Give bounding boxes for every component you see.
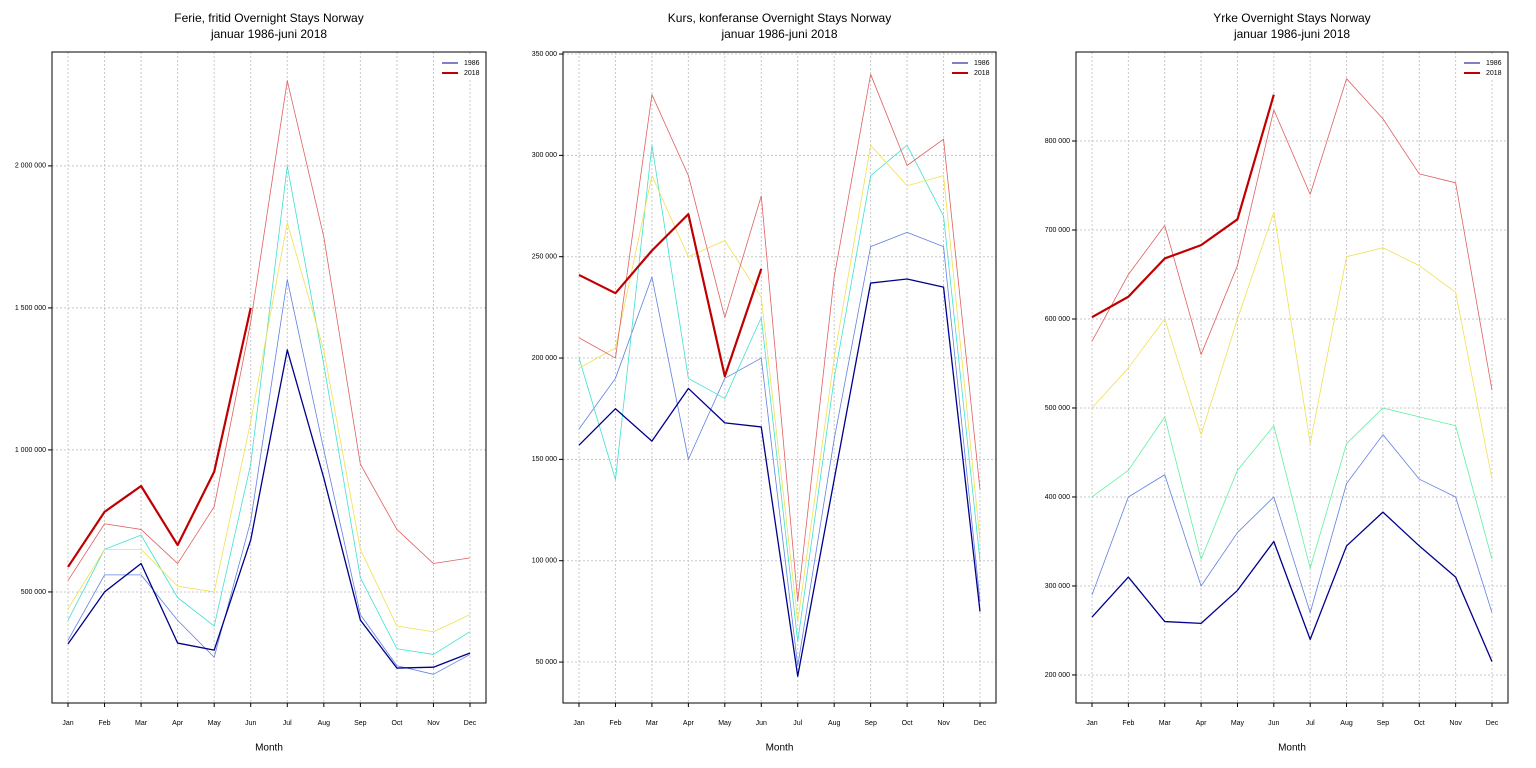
x-tick-label: May bbox=[208, 720, 222, 727]
y-tick-label: 1 500 000 bbox=[15, 305, 46, 312]
x-axis-label: Month bbox=[255, 743, 283, 754]
x-tick-label: Mar bbox=[646, 720, 659, 727]
chart-subtitle: januar 1986-juni 2018 bbox=[210, 27, 327, 41]
series-line bbox=[67, 165, 471, 655]
y-tick-label: 350 000 bbox=[532, 51, 557, 58]
x-axis-label: Month bbox=[1278, 743, 1306, 754]
x-tick-label: Feb bbox=[609, 720, 621, 727]
legend-label: 2018 bbox=[974, 70, 990, 77]
series-line bbox=[578, 144, 981, 622]
series-line bbox=[67, 349, 471, 669]
legend-label: 1986 bbox=[1486, 60, 1502, 67]
x-tick-label: Sep bbox=[864, 720, 877, 727]
x-tick-label: Sep bbox=[354, 720, 367, 727]
y-tick-label: 600 000 bbox=[1045, 316, 1070, 323]
y-tick-label: 700 000 bbox=[1045, 227, 1070, 234]
chart-title: Ferie, fritid Overnight Stays Norway bbox=[174, 11, 363, 25]
x-tick-label: May bbox=[718, 720, 732, 727]
x-tick-label: Oct bbox=[902, 720, 913, 727]
y-tick-label: 100 000 bbox=[532, 558, 557, 565]
series-line bbox=[1091, 407, 1493, 569]
legend-box bbox=[950, 56, 994, 80]
y-tick-label: 1 000 000 bbox=[15, 447, 46, 454]
legend-label: 2018 bbox=[464, 70, 480, 77]
x-tick-label: Nov bbox=[937, 720, 950, 727]
x-tick-label: Jan bbox=[573, 720, 584, 727]
y-tick-label: 250 000 bbox=[532, 254, 557, 261]
x-tick-label: Jun bbox=[1268, 720, 1279, 727]
y-tick-label: 300 000 bbox=[1045, 583, 1070, 590]
y-tick-label: 150 000 bbox=[532, 456, 557, 463]
legend-box bbox=[440, 56, 484, 80]
chart-title: Yrke Overnight Stays Norway bbox=[1213, 11, 1370, 25]
x-tick-label: Dec bbox=[464, 720, 477, 727]
series-line bbox=[67, 222, 471, 633]
series-line bbox=[578, 213, 763, 378]
x-tick-label: Jan bbox=[1086, 720, 1097, 727]
x-tick-label: Oct bbox=[1414, 720, 1425, 727]
y-tick-label: 300 000 bbox=[532, 152, 557, 159]
x-tick-label: Nov bbox=[427, 720, 440, 727]
x-tick-label: Mar bbox=[135, 720, 148, 727]
chart-subtitle: januar 1986-juni 2018 bbox=[1233, 27, 1350, 41]
y-tick-label: 200 000 bbox=[1045, 672, 1070, 679]
y-tick-label: 2 000 000 bbox=[15, 163, 46, 170]
x-tick-label: Feb bbox=[99, 720, 111, 727]
x-tick-label: Jul bbox=[283, 720, 292, 727]
legend-box bbox=[1462, 56, 1506, 80]
x-tick-label: Feb bbox=[1122, 720, 1134, 727]
series-line bbox=[578, 278, 981, 677]
plot-frame bbox=[562, 51, 997, 704]
series-line bbox=[67, 307, 252, 568]
x-tick-label: Sep bbox=[1377, 720, 1390, 727]
x-tick-label: Jan bbox=[62, 720, 73, 727]
y-tick-label: 200 000 bbox=[532, 355, 557, 362]
plot-frame bbox=[51, 51, 487, 704]
series-line bbox=[578, 144, 981, 643]
legend-label: 1986 bbox=[464, 60, 480, 67]
y-tick-label: 800 000 bbox=[1045, 138, 1070, 145]
x-tick-label: Jul bbox=[793, 720, 802, 727]
y-tick-label: 50 000 bbox=[536, 659, 558, 666]
series-line bbox=[1091, 94, 1275, 319]
x-tick-label: Nov bbox=[1449, 720, 1462, 727]
x-tick-label: Aug bbox=[828, 720, 841, 727]
series-line bbox=[1091, 511, 1493, 662]
legend-label: 2018 bbox=[1486, 70, 1502, 77]
y-tick-label: 400 000 bbox=[1045, 494, 1070, 501]
series-line bbox=[67, 279, 471, 675]
x-axis-label: Month bbox=[766, 743, 794, 754]
series-line bbox=[1091, 211, 1493, 480]
y-tick-label: 500 000 bbox=[1045, 405, 1070, 412]
series-line bbox=[1091, 434, 1493, 614]
series-line bbox=[578, 73, 981, 602]
x-tick-label: Oct bbox=[391, 720, 402, 727]
x-tick-label: May bbox=[1231, 720, 1245, 727]
plot-frame bbox=[1075, 51, 1509, 704]
chart-title: Kurs, konferanse Overnight Stays Norway bbox=[668, 11, 891, 25]
series-line bbox=[1091, 78, 1493, 391]
chart-subtitle: januar 1986-juni 2018 bbox=[720, 27, 837, 41]
series-line bbox=[578, 231, 981, 667]
series-line bbox=[67, 80, 471, 581]
x-tick-label: Mar bbox=[1159, 720, 1172, 727]
x-tick-label: Jun bbox=[245, 720, 256, 727]
x-tick-label: Apr bbox=[1196, 720, 1208, 727]
x-tick-label: Jun bbox=[756, 720, 767, 727]
x-tick-label: Jul bbox=[1306, 720, 1315, 727]
x-tick-label: Aug bbox=[318, 720, 331, 727]
legend-label: 1986 bbox=[974, 60, 990, 67]
y-tick-label: 500 000 bbox=[21, 589, 46, 596]
x-tick-label: Dec bbox=[974, 720, 987, 727]
x-tick-label: Apr bbox=[683, 720, 695, 727]
x-tick-label: Dec bbox=[1486, 720, 1499, 727]
x-tick-label: Aug bbox=[1340, 720, 1353, 727]
x-tick-label: Apr bbox=[172, 720, 184, 727]
